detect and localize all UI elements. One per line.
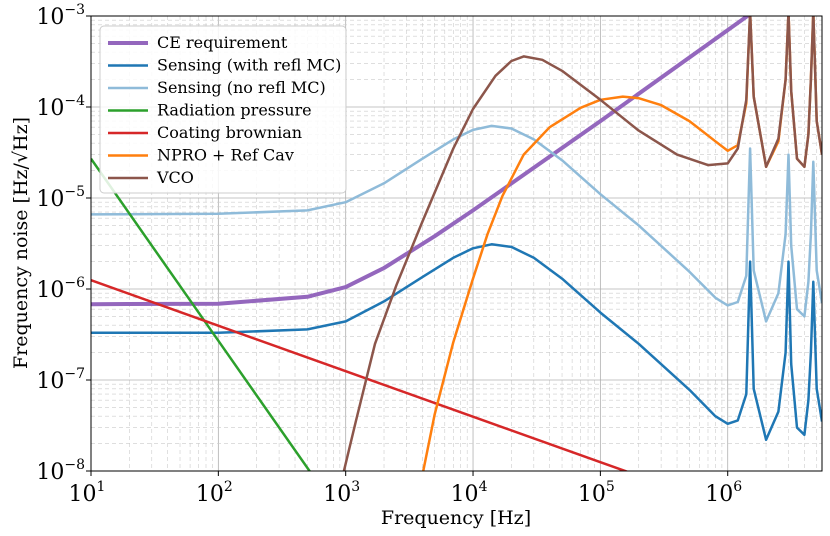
series-line-sensing-no-refl-mc [91,124,822,323]
legend-label-vco: VCO [156,168,194,187]
legend-label-npro-ref-cav: NPRO + Ref Cav [157,146,294,165]
series-line-coating-brownian [91,279,629,471]
series-group [91,16,822,471]
plot-frame [90,15,823,472]
legend-label-ce-requirement: CE requirement [157,33,288,52]
x-tick-label: 101 [69,479,106,507]
legend-label-sensing-with-refl-mc: Sensing (with refl MC) [157,56,341,75]
y-tick-label: 10−5 [36,184,85,212]
series-line-vco [342,16,822,471]
legend-label-sensing-no-refl-mc: Sensing (no refl MC) [157,78,326,97]
y-tick-label: 10−6 [36,275,85,303]
x-tick-label: 103 [323,479,360,507]
y-tick-label: 10−4 [36,93,85,121]
y-axis-title: Frequency noise [Hz/√Hz] [10,117,32,369]
x-tick-label: 106 [705,479,742,507]
legend-label-radiation-pressure: Radiation pressure [157,101,312,120]
legend-label-coating-brownian: Coating brownian [157,123,302,142]
y-tick-label: 10−7 [36,366,85,394]
series-line-radiation-pressure [91,157,312,471]
x-axis-title: Frequency [Hz] [381,507,531,529]
y-tick-labels: 10−8 10−7 10−6 10−5 10−4 10−3 [36,2,91,485]
x-tick-label: 105 [578,479,615,507]
x-tick-label: 104 [451,479,488,507]
series-line-sensing-with-refl-mc [91,243,822,442]
y-tick-label: 10−8 [36,457,85,485]
legend: CE requirement Sensing (with refl MC) Sens… [99,25,347,194]
x-tick-labels: 101 102 103 104 105 106 [69,471,742,507]
legend-box [99,25,347,194]
y-tick-label: 10−3 [36,2,85,30]
x-tick-label: 102 [196,479,233,507]
